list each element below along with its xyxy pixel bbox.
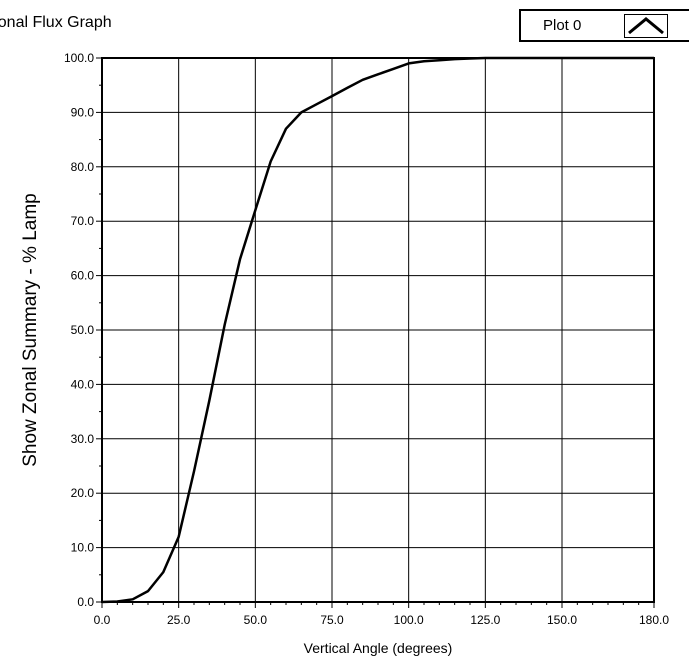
y-tick-label: 90.0 [71, 105, 95, 119]
x-tick-label: 75.0 [320, 613, 344, 627]
plot-legend[interactable]: Plot 0 [519, 9, 689, 42]
line-style-icon[interactable] [624, 14, 668, 38]
series-line-plot-0 [101, 56, 654, 604]
graph-title: Zonal Flux Graph [0, 14, 112, 31]
y-tick-label: 10.0 [71, 541, 95, 555]
x-tick-label: 0.0 [94, 613, 111, 627]
y-tick-label: 20.0 [71, 486, 95, 500]
y-tick-label: 70.0 [71, 214, 95, 228]
legend-label: Plot 0 [543, 17, 582, 34]
y-tick-label: 50.0 [71, 323, 95, 337]
y-tick-label: 30.0 [71, 432, 95, 446]
y-tick-label: 60.0 [71, 269, 95, 283]
x-tick-label: 180.0 [639, 613, 669, 627]
y-tick-label: 40.0 [71, 377, 95, 391]
x-axis-label: Vertical Angle (degrees) [304, 640, 453, 656]
x-tick-label: 125.0 [470, 613, 500, 627]
x-tick-label: 25.0 [167, 613, 191, 627]
x-tick-label: 50.0 [244, 613, 268, 627]
x-tick-label: 150.0 [547, 613, 577, 627]
x-tick-label: 100.0 [394, 613, 424, 627]
y-tick-label: 0.0 [77, 595, 94, 609]
y-tick-label: 80.0 [71, 160, 95, 174]
y-tick-label: 100.0 [64, 51, 94, 65]
y-axis-label: Show Zonal Summary - % Lamp [20, 193, 41, 467]
